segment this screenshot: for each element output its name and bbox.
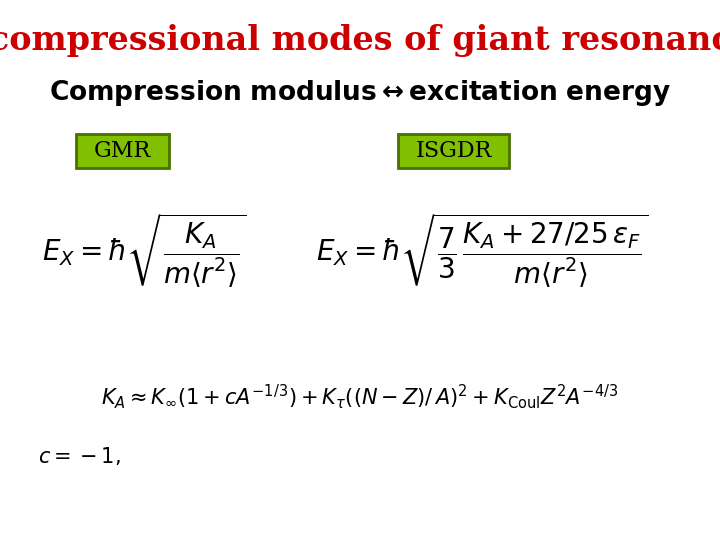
Text: Incompressional modes of giant resonances: Incompressional modes of giant resonance… bbox=[0, 24, 720, 57]
FancyBboxPatch shape bbox=[76, 134, 169, 168]
Text: $c = -1,$: $c = -1,$ bbox=[38, 446, 120, 467]
Text: $E_{X} = \hbar \sqrt{\dfrac{K_A}{m\langle r^2 \rangle}}$: $E_{X} = \hbar \sqrt{\dfrac{K_A}{m\langl… bbox=[42, 212, 246, 291]
Text: ISGDR: ISGDR bbox=[415, 140, 492, 162]
Text: $K_A \approx K_\infty(1 + cA^{-1/3}) + K_\tau((N - Z)/\, A)^2 + K_{\mathrm{Coul}: $K_A \approx K_\infty(1 + cA^{-1/3}) + K… bbox=[102, 382, 618, 411]
Text: $\bf{Compression\ modulus \leftrightarrow excitation\ energy}$: $\bf{Compression\ modulus \leftrightarro… bbox=[49, 78, 671, 109]
Text: $E_{X} = \hbar \sqrt{\dfrac{7}{3}\,\dfrac{K_A + 27/25\,\varepsilon_F}{m\langle r: $E_{X} = \hbar \sqrt{\dfrac{7}{3}\,\dfra… bbox=[316, 212, 649, 291]
FancyBboxPatch shape bbox=[397, 134, 510, 168]
Text: GMR: GMR bbox=[94, 140, 151, 162]
